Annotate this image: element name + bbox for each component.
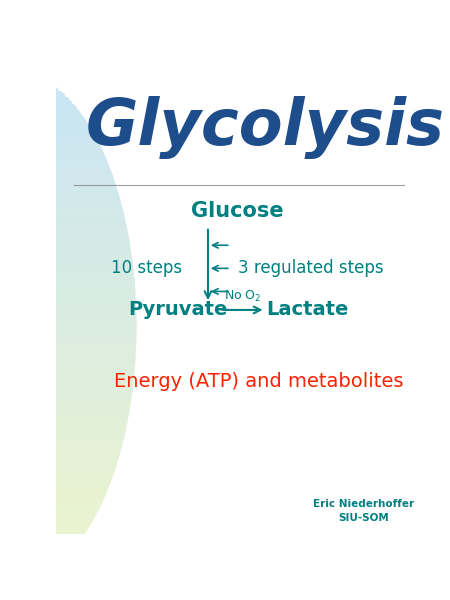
Bar	[0, 383, 133, 390]
Bar	[0, 377, 134, 383]
Bar	[0, 370, 134, 377]
Text: Glucose: Glucose	[191, 200, 284, 221]
Text: No O$_2$: No O$_2$	[224, 289, 261, 304]
Bar	[0, 389, 132, 396]
Bar	[0, 148, 103, 155]
Bar	[0, 409, 129, 415]
Bar	[0, 307, 136, 314]
Bar	[0, 288, 135, 295]
Bar	[0, 434, 124, 440]
Bar	[0, 116, 86, 123]
Bar	[0, 230, 128, 238]
Bar	[0, 193, 119, 199]
Bar	[0, 301, 136, 307]
Text: 3 regulated steps: 3 regulated steps	[238, 259, 384, 277]
Text: Eric Niederhoffer: Eric Niederhoffer	[313, 499, 414, 509]
Bar	[0, 396, 131, 403]
Bar	[0, 262, 133, 269]
Bar	[0, 402, 130, 409]
Bar	[0, 78, 48, 85]
Bar	[0, 167, 111, 174]
Bar	[0, 542, 76, 548]
Bar	[0, 517, 93, 523]
Bar	[0, 491, 106, 498]
Bar	[0, 161, 108, 167]
Bar	[0, 440, 122, 447]
Bar	[0, 460, 117, 466]
Bar	[0, 269, 134, 275]
Bar	[0, 485, 108, 491]
Text: Lactate: Lactate	[266, 301, 349, 319]
Bar	[0, 536, 81, 542]
Bar	[0, 574, 34, 580]
Bar	[0, 85, 57, 91]
Bar	[0, 472, 113, 479]
Bar	[0, 154, 106, 161]
Bar	[0, 428, 126, 434]
Bar	[0, 275, 134, 282]
Bar	[0, 568, 48, 574]
Bar	[0, 212, 124, 218]
Bar	[0, 136, 97, 142]
Bar	[0, 244, 130, 250]
Bar	[0, 497, 103, 504]
Bar	[0, 237, 129, 244]
Bar	[0, 320, 136, 326]
Text: Energy (ATP) and metabolites: Energy (ATP) and metabolites	[114, 372, 403, 391]
Bar	[0, 345, 136, 352]
Bar	[0, 478, 111, 485]
Bar	[0, 97, 71, 104]
Bar	[0, 510, 97, 517]
Bar	[0, 104, 76, 110]
Bar	[0, 523, 90, 530]
Bar	[0, 453, 119, 460]
Bar	[0, 256, 132, 263]
Bar	[0, 554, 64, 562]
Bar	[0, 173, 113, 180]
Bar	[0, 180, 115, 187]
Bar	[0, 250, 131, 256]
Bar	[0, 224, 127, 231]
Bar	[0, 281, 135, 288]
Bar	[0, 358, 135, 364]
Bar	[0, 205, 122, 212]
Bar	[0, 415, 128, 422]
Bar	[0, 446, 121, 454]
Bar	[0, 122, 90, 130]
Bar	[0, 504, 100, 511]
Bar	[0, 294, 136, 301]
Bar	[0, 313, 136, 320]
Text: Pyruvate: Pyruvate	[129, 301, 228, 319]
Bar	[0, 466, 115, 472]
Bar	[0, 352, 136, 358]
Bar	[0, 186, 117, 193]
Bar	[0, 364, 135, 371]
Text: SIU-SOM: SIU-SOM	[338, 513, 388, 523]
Bar	[0, 110, 81, 116]
Bar	[0, 561, 57, 568]
Bar	[0, 72, 34, 79]
Bar	[0, 129, 93, 136]
Bar	[0, 326, 136, 332]
Bar	[0, 548, 71, 555]
Bar	[0, 338, 136, 346]
Text: 10 steps: 10 steps	[111, 259, 183, 277]
Bar	[0, 529, 86, 536]
Bar	[0, 218, 126, 224]
Bar	[0, 332, 136, 339]
Bar	[0, 421, 127, 428]
Bar	[0, 142, 100, 148]
Bar	[0, 199, 121, 206]
Text: Glycolysis: Glycolysis	[86, 96, 445, 159]
Bar	[0, 91, 64, 98]
